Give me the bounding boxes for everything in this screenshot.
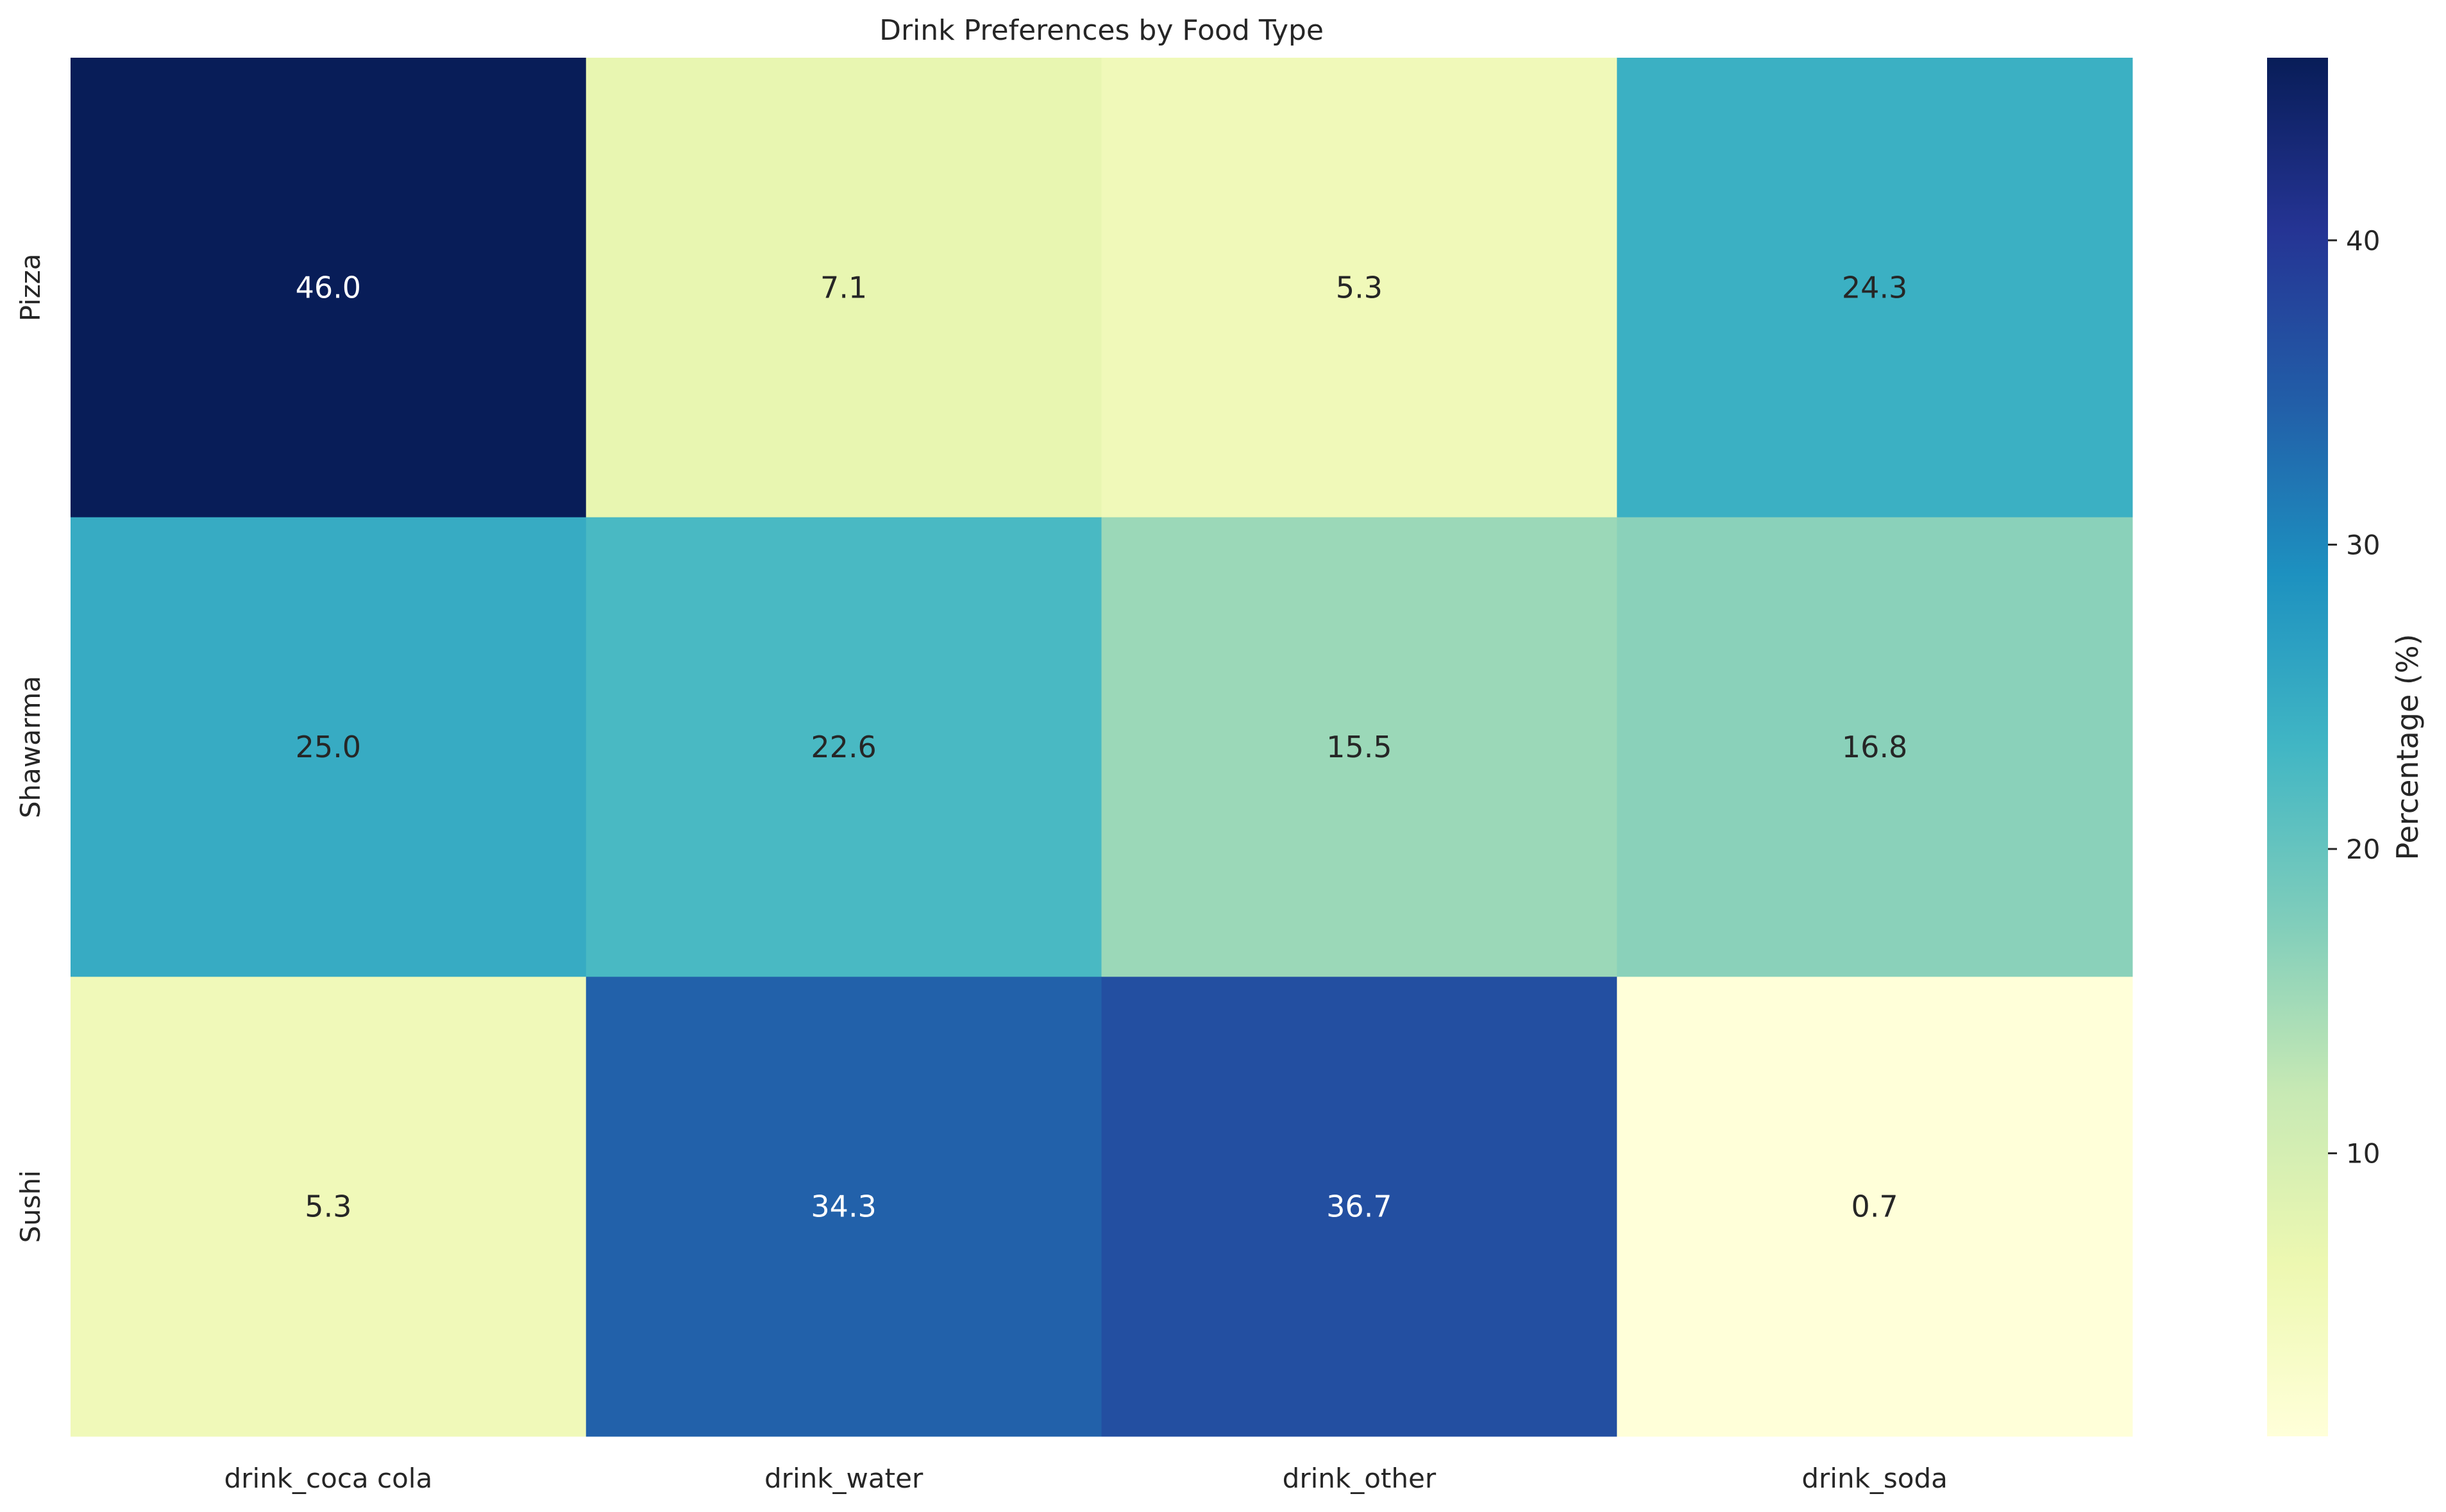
cell-value-label: 15.5 [1326, 730, 1392, 764]
cell-value-label: 0.7 [1851, 1189, 1898, 1224]
y-tick-label: Sushi [15, 1170, 46, 1243]
x-tick-labels: drink_coca cola drink_water drink_other dri… [224, 1463, 1948, 1494]
cell-value-label: 34.3 [811, 1189, 876, 1224]
chart-title: Drink Preferences by Food Type [879, 14, 1324, 47]
cell-value-label: 46.0 [296, 270, 361, 305]
colorbar-tick-label: 20 [2346, 834, 2380, 865]
x-tick-label: drink_other [1283, 1463, 1437, 1494]
cell-value-label: 25.0 [296, 730, 361, 764]
x-tick-label: drink_soda [1801, 1463, 1948, 1494]
cell-value-label: 16.8 [1842, 730, 1907, 764]
heatmap-cell [1617, 58, 2133, 518]
colorbar-gradient [2267, 58, 2328, 1436]
y-tick-label: Pizza [15, 253, 46, 321]
colorbar-tick-label: 40 [2346, 225, 2380, 256]
heatmap-cell [586, 58, 1102, 518]
cell-value-label: 7.1 [820, 270, 867, 305]
colorbar-tick-label: 30 [2346, 529, 2380, 560]
cell-value-label: 5.3 [1336, 270, 1383, 305]
heatmap-cell [586, 517, 1102, 977]
heatmap-cell [1617, 517, 2133, 977]
heatmap-cell [71, 977, 587, 1437]
heatmap-cell [71, 517, 587, 977]
heatmap-cell [1617, 977, 2133, 1437]
heatmap-cell [586, 977, 1102, 1437]
heatmap-cells: 46.0 7.1 5.3 24.3 25.0 22.6 15.5 16.8 5.3 34.3 36.… [71, 58, 2133, 1437]
y-tick-label: Shawarma [15, 676, 46, 818]
colorbar-tick-label: 10 [2346, 1138, 2380, 1170]
cell-value-label: 5.3 [305, 1189, 351, 1224]
heatmap-cell [71, 58, 587, 518]
colorbar-label: Percentage (%) [2390, 634, 2425, 861]
cell-value-label: 36.7 [1326, 1189, 1392, 1224]
y-tick-labels: Pizza Shawarma Sushi [15, 253, 46, 1243]
heatmap-cell [1101, 517, 1617, 977]
x-tick-label: drink_coca cola [224, 1463, 433, 1494]
x-tick-label: drink_water [764, 1463, 924, 1494]
colorbar: 10 20 30 40 Percentage (%) [2267, 58, 2425, 1436]
cell-value-label: 24.3 [1842, 270, 1907, 305]
heatmap-cell [1101, 58, 1617, 518]
cell-value-label: 22.6 [811, 730, 876, 764]
heatmap-cell [1101, 977, 1617, 1437]
